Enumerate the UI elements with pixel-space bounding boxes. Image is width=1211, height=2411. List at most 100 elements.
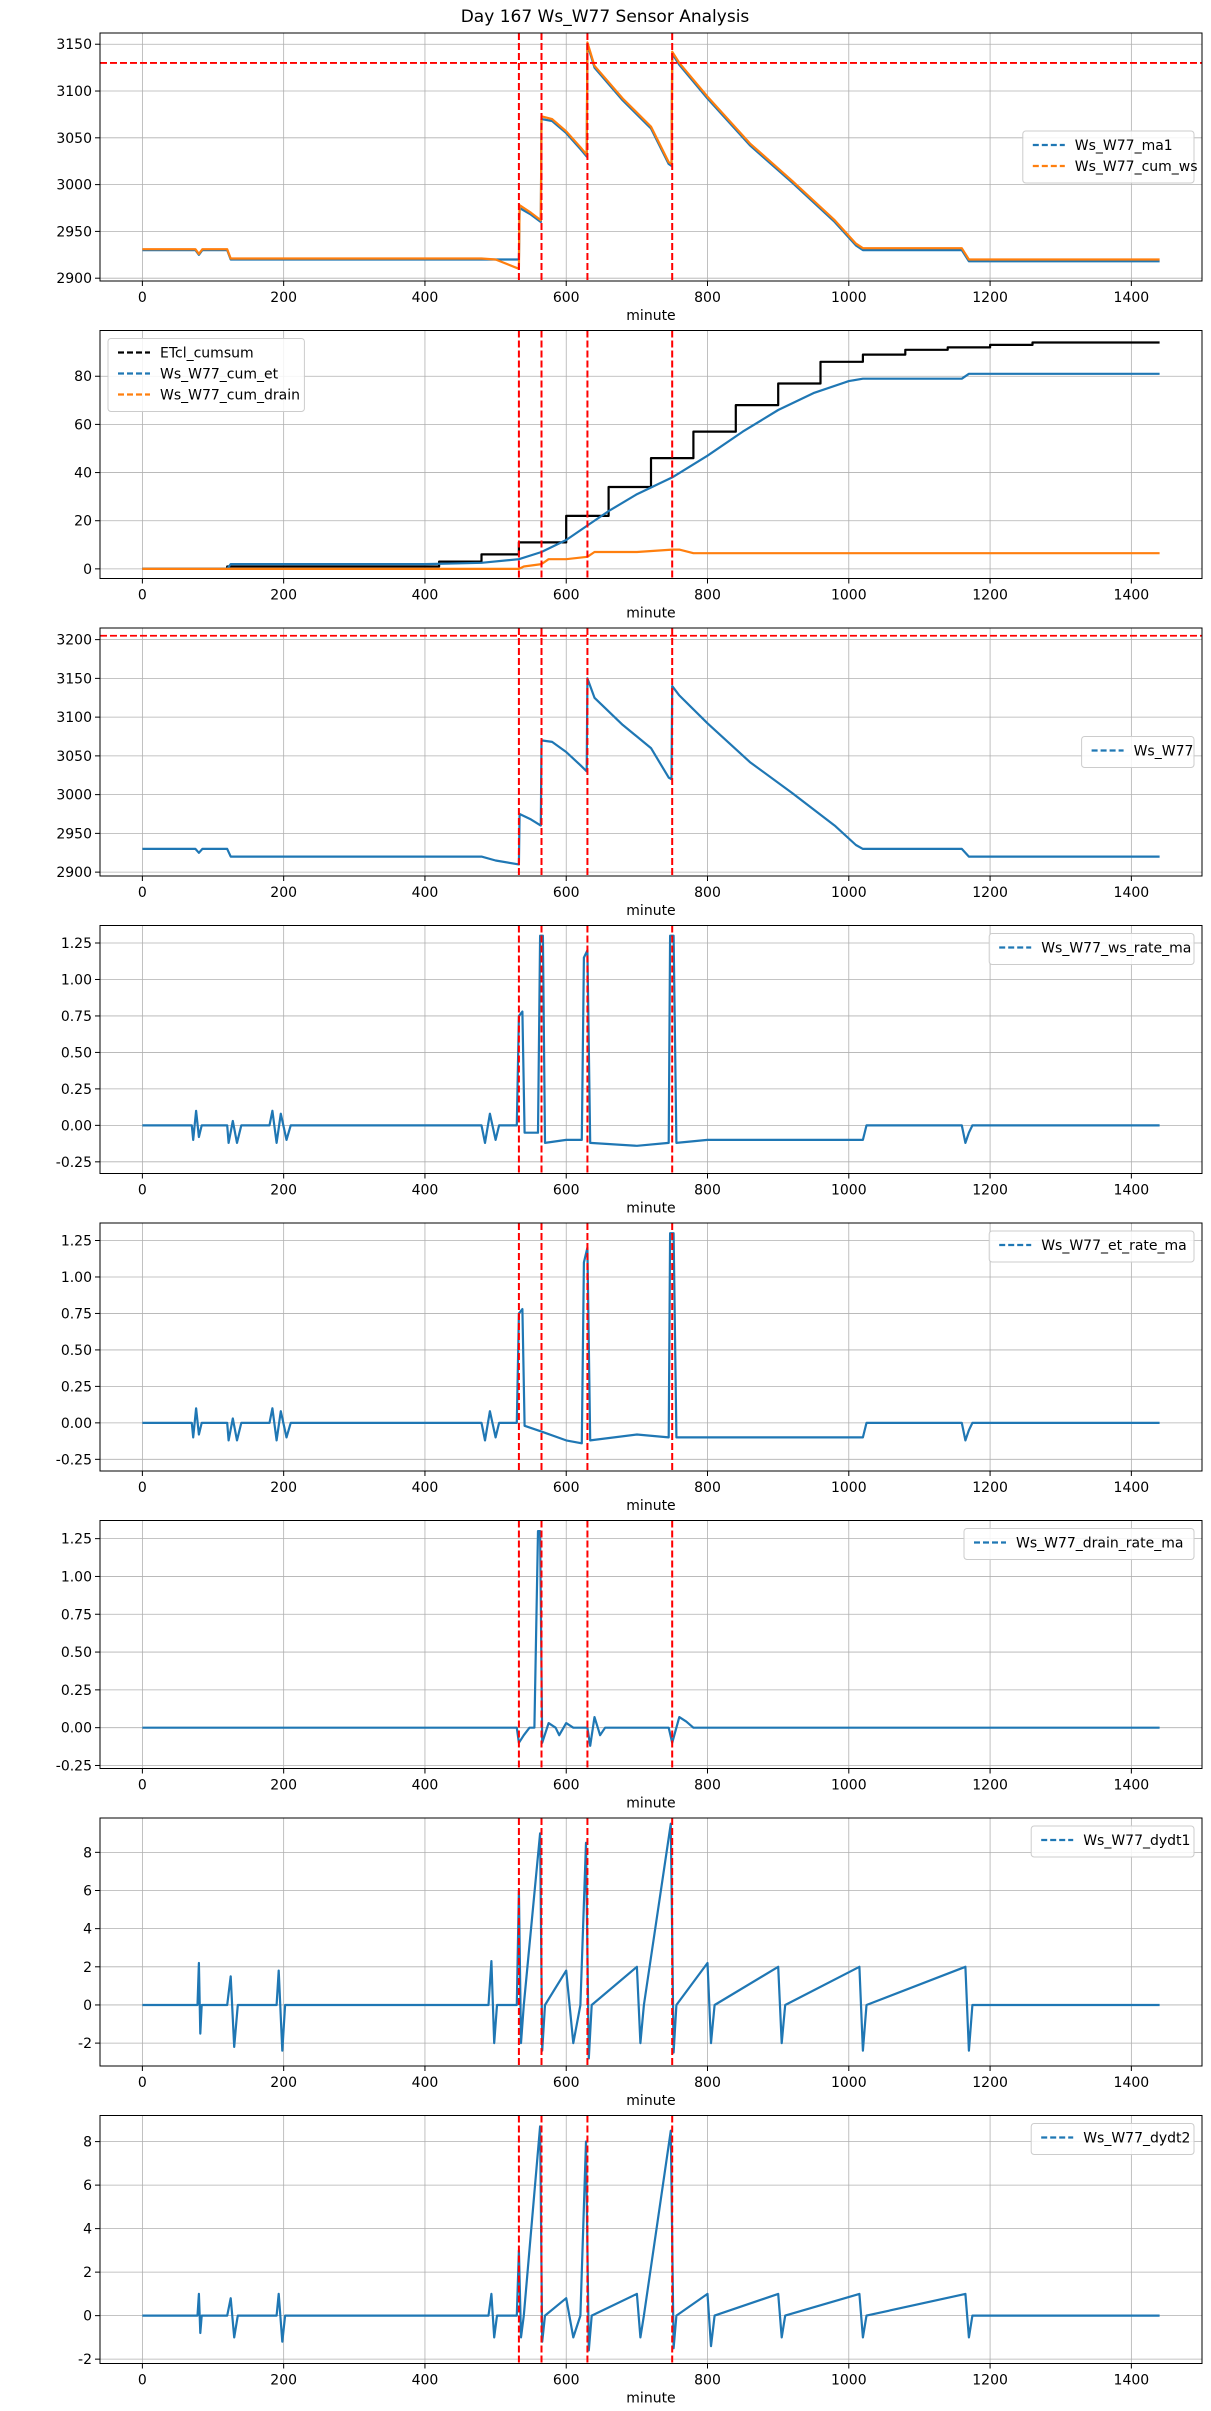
x-tick-label: 800 — [694, 2373, 721, 2389]
x-tick-label: 600 — [553, 2075, 580, 2091]
legend-label: Ws_W77_dydt1 — [1083, 1833, 1190, 1849]
legend-box — [988, 1230, 1195, 1263]
y-tick-label: -0.25 — [56, 1155, 92, 1171]
legend-box — [107, 338, 305, 412]
x-tick-label: 200 — [270, 2373, 297, 2389]
y-tick-label: 0.50 — [61, 1645, 92, 1661]
figure-title: Day 167 Ws_W77 Sensor Analysis — [461, 7, 750, 27]
y-tick-label: 0.25 — [61, 1683, 92, 1699]
x-tick-label: 1000 — [831, 588, 867, 604]
axes-frame — [99, 2115, 1203, 2364]
x-tick-label: 0 — [138, 2373, 147, 2389]
panel-3: 0 200 400 600 800 1000 1200 1400 2900 2950 3000 305… — [56, 627, 1203, 919]
x-tick-label: 1000 — [831, 1480, 867, 1496]
x-tick-label: 1200 — [972, 2075, 1008, 2091]
x-axis-label: minute — [626, 606, 675, 622]
x-tick-label: 0 — [138, 588, 147, 604]
series-line — [142, 934, 1160, 1147]
plot-area — [100, 628, 1202, 876]
y-tick-label: 0.00 — [61, 1416, 92, 1432]
legend-box — [1030, 1825, 1195, 1858]
x-tick-label: 1400 — [1114, 2075, 1150, 2091]
x-axis-label: minute — [626, 2093, 675, 2109]
x-axis-label: minute — [626, 1498, 675, 1514]
series-line — [142, 1530, 1160, 1747]
x-tick-label: 1000 — [831, 2075, 867, 2091]
x-tick-label: 1400 — [1114, 2373, 1150, 2389]
y-tick-label: 1.00 — [61, 972, 92, 988]
x-tick-label: 600 — [553, 290, 580, 306]
legend: Ws_W77_ws_rate_ma — [988, 933, 1195, 965]
y-tick-label: 0 — [83, 562, 92, 578]
x-tick-label: 200 — [270, 588, 297, 604]
x-tick-label: 1000 — [831, 1778, 867, 1794]
y-tick-label: 1.25 — [61, 1234, 92, 1250]
x-tick-label: 1200 — [972, 588, 1008, 604]
axes-frame — [99, 1520, 1203, 1769]
x-tick-label: 600 — [553, 1183, 580, 1199]
grid — [100, 33, 1202, 281]
axes-frame — [99, 1222, 1203, 1472]
plot-area — [142, 2115, 1160, 2364]
y-tick-label: -0.25 — [56, 1452, 92, 1468]
y-tick-label: 0.25 — [61, 1379, 92, 1395]
y-tick-label: 3100 — [56, 710, 92, 726]
y-tick-label: 20 — [74, 514, 92, 530]
x-tick-label: 1000 — [831, 885, 867, 901]
x-tick-label: 1400 — [1114, 290, 1150, 306]
y-tick-label: 0.50 — [61, 1343, 92, 1359]
panel-7: 0 200 400 600 800 1000 1200 1400 -2 0 2 4 6 8 minute Ws… — [78, 1817, 1203, 2109]
y-tick-label: 3150 — [56, 671, 92, 687]
y-tick-label: -0.25 — [56, 1758, 92, 1774]
y-tick-label: 2 — [83, 2265, 92, 2281]
x-tick-label: 200 — [270, 290, 297, 306]
grid — [100, 925, 1202, 1174]
x-tick-label: 400 — [412, 2373, 439, 2389]
panel-2: 0 200 400 600 800 1000 1200 1400 0 20 40 60 80 minute… — [74, 330, 1203, 622]
legend-label: Ws_W77_et_rate_ma — [1041, 1238, 1187, 1254]
x-tick-label: 0 — [138, 290, 147, 306]
x-tick-label: 600 — [553, 588, 580, 604]
panel-5: 0 200 400 600 800 1000 1200 1400 -0.25 0.00 0.25 0.… — [56, 1222, 1203, 1514]
y-tick-label: 2 — [83, 1960, 92, 1976]
legend-box — [1022, 130, 1195, 184]
x-tick-label: 1200 — [972, 1778, 1008, 1794]
y-tick-label: 40 — [74, 466, 92, 482]
y-tick-label: 3200 — [56, 633, 92, 649]
y-tick-label: 4 — [83, 1922, 92, 1938]
plot-area — [142, 1223, 1160, 1471]
axes-frame — [99, 330, 1203, 579]
x-tick-label: 1400 — [1114, 885, 1150, 901]
legend-label: Ws_W77_cum_ws — [1075, 159, 1198, 175]
x-tick-label: 200 — [270, 1183, 297, 1199]
series-line — [142, 341, 1160, 570]
axes-frame — [99, 1817, 1203, 2067]
x-tick-label: 1200 — [972, 1183, 1008, 1199]
y-tick-label: 3050 — [56, 749, 92, 765]
panel-6: 0 200 400 600 800 1000 1200 1400 -0.25 0.00 0.25 0.… — [56, 1520, 1203, 1812]
axes-frame — [99, 32, 1203, 282]
panels: 0 200 400 600 800 1000 1200 1400290029503000305… — [56, 32, 1203, 2407]
series-line — [142, 677, 1160, 866]
y-tick-label: 0.50 — [61, 1045, 92, 1061]
series-line — [142, 43, 1160, 263]
axes-frame — [99, 627, 1203, 877]
y-tick-label: 2950 — [56, 224, 92, 240]
legend: Ws_W77_ma1 Ws_W77_cum_ws — [1022, 130, 1198, 184]
x-tick-label: 800 — [694, 2075, 721, 2091]
x-tick-label: 800 — [694, 588, 721, 604]
x-tick-label: 600 — [553, 1480, 580, 1496]
x-tick-label: 600 — [553, 885, 580, 901]
legend-label: Ws_W77_cum_et — [160, 367, 279, 383]
y-tick-label: 0.75 — [61, 1607, 92, 1623]
legend-box — [1030, 2123, 1195, 2155]
legend-label: Ws_W77_ws_rate_ma — [1041, 941, 1191, 957]
x-tick-label: 200 — [270, 1480, 297, 1496]
x-tick-label: 600 — [553, 1778, 580, 1794]
x-tick-label: 1000 — [831, 1183, 867, 1199]
plot-area — [142, 925, 1160, 1174]
x-tick-label: 800 — [694, 1480, 721, 1496]
x-tick-label: 800 — [694, 1778, 721, 1794]
panel-8: 0 200 400 600 800 1000 1200 1400 -2 0 2 4 6 8 minute Ws… — [78, 2115, 1203, 2407]
plot-area — [100, 33, 1202, 281]
